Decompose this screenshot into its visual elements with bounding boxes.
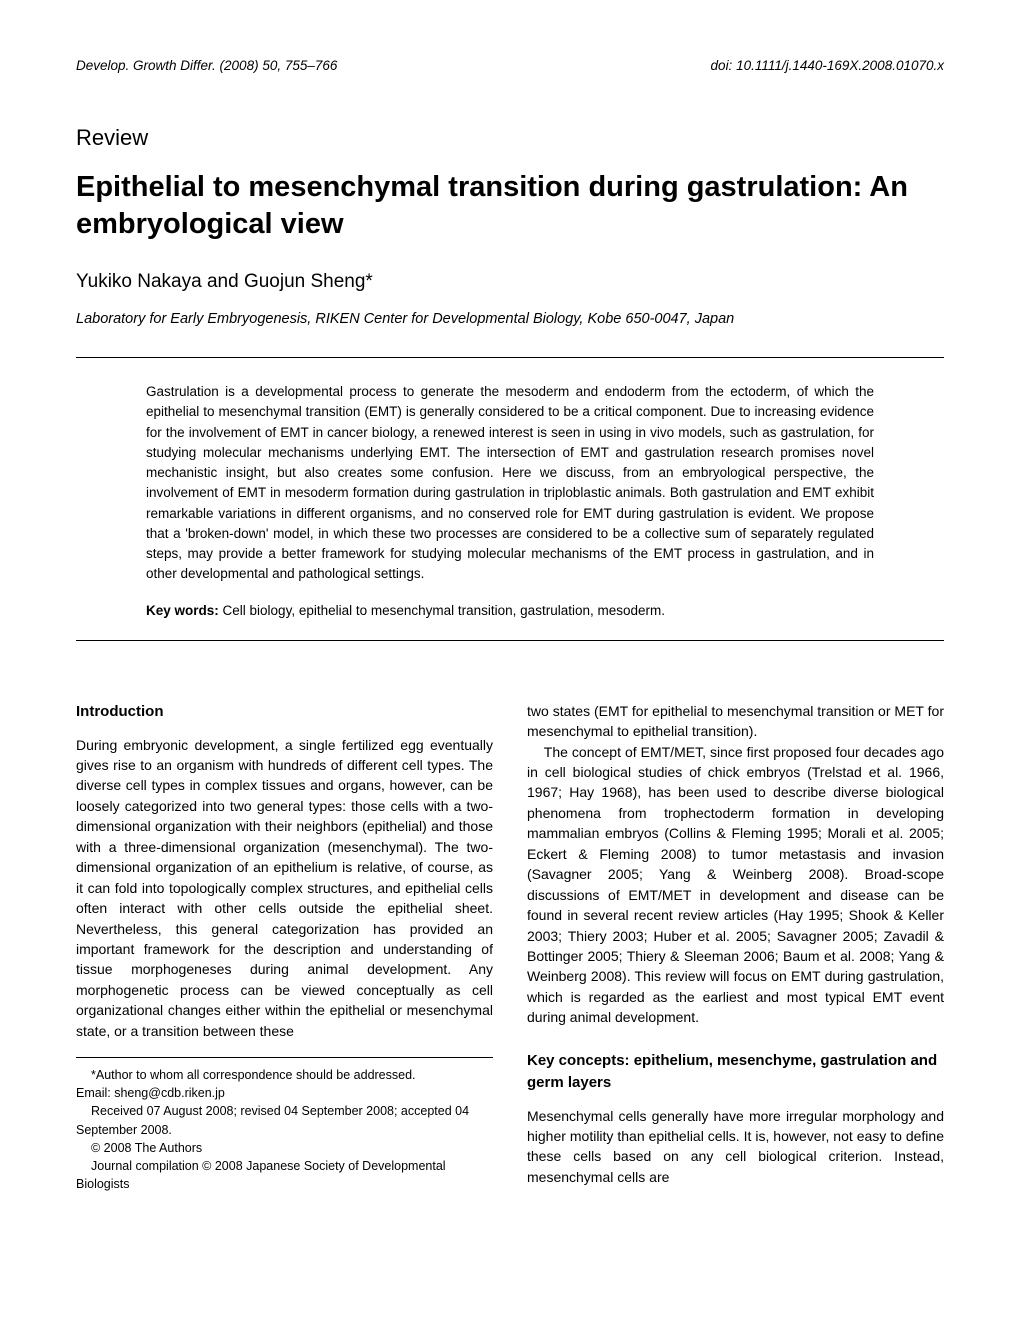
article-type-label: Review: [76, 125, 944, 151]
affiliation: Laboratory for Early Embryogenesis, RIKE…: [76, 311, 944, 327]
keywords-label: Key words:: [146, 603, 219, 618]
rule-bottom: [76, 640, 944, 641]
introduction-paragraph: During embryonic development, a single f…: [76, 735, 493, 1042]
journal-reference: Develop. Growth Differ. (2008) 50, 755–7…: [76, 58, 337, 73]
keywords-text: Cell biology, epithelial to mesenchymal …: [219, 603, 665, 618]
left-column: Introduction During embryonic developmen…: [76, 701, 493, 1193]
article-title: Epithelial to mesenchymal transition dur…: [76, 169, 944, 243]
footnote-separator: [76, 1057, 493, 1058]
footnotes: *Author to whom all correspondence shoul…: [76, 1066, 493, 1193]
rule-top: [76, 357, 944, 358]
abstract-text: Gastrulation is a developmental process …: [76, 382, 944, 585]
continuation-paragraph: two states (EMT for epithelial to mesenc…: [527, 701, 944, 742]
copyright-journal: Journal compilation © 2008 Japanese Soci…: [76, 1157, 493, 1193]
correspondence-note: *Author to whom all correspondence shoul…: [76, 1066, 493, 1084]
right-column: two states (EMT for epithelial to mesenc…: [527, 701, 944, 1193]
introduction-heading: Introduction: [76, 701, 493, 723]
received-dates: Received 07 August 2008; revised 04 Sept…: [76, 1102, 493, 1138]
key-concepts-paragraph: Mesenchymal cells generally have more ir…: [527, 1106, 944, 1188]
emt-concept-paragraph: The concept of EMT/MET, since first prop…: [527, 742, 944, 1028]
correspondence-email: Email: sheng@cdb.riken.jp: [76, 1084, 493, 1102]
keywords-row: Key words: Cell biology, epithelial to m…: [76, 603, 944, 618]
authors: Yukiko Nakaya and Guojun Sheng*: [76, 271, 944, 293]
copyright-authors: © 2008 The Authors: [76, 1139, 493, 1157]
key-concepts-heading: Key concepts: epithelium, mesenchyme, ga…: [527, 1050, 944, 1094]
doi: doi: 10.1111/j.1440-169X.2008.01070.x: [711, 58, 944, 73]
